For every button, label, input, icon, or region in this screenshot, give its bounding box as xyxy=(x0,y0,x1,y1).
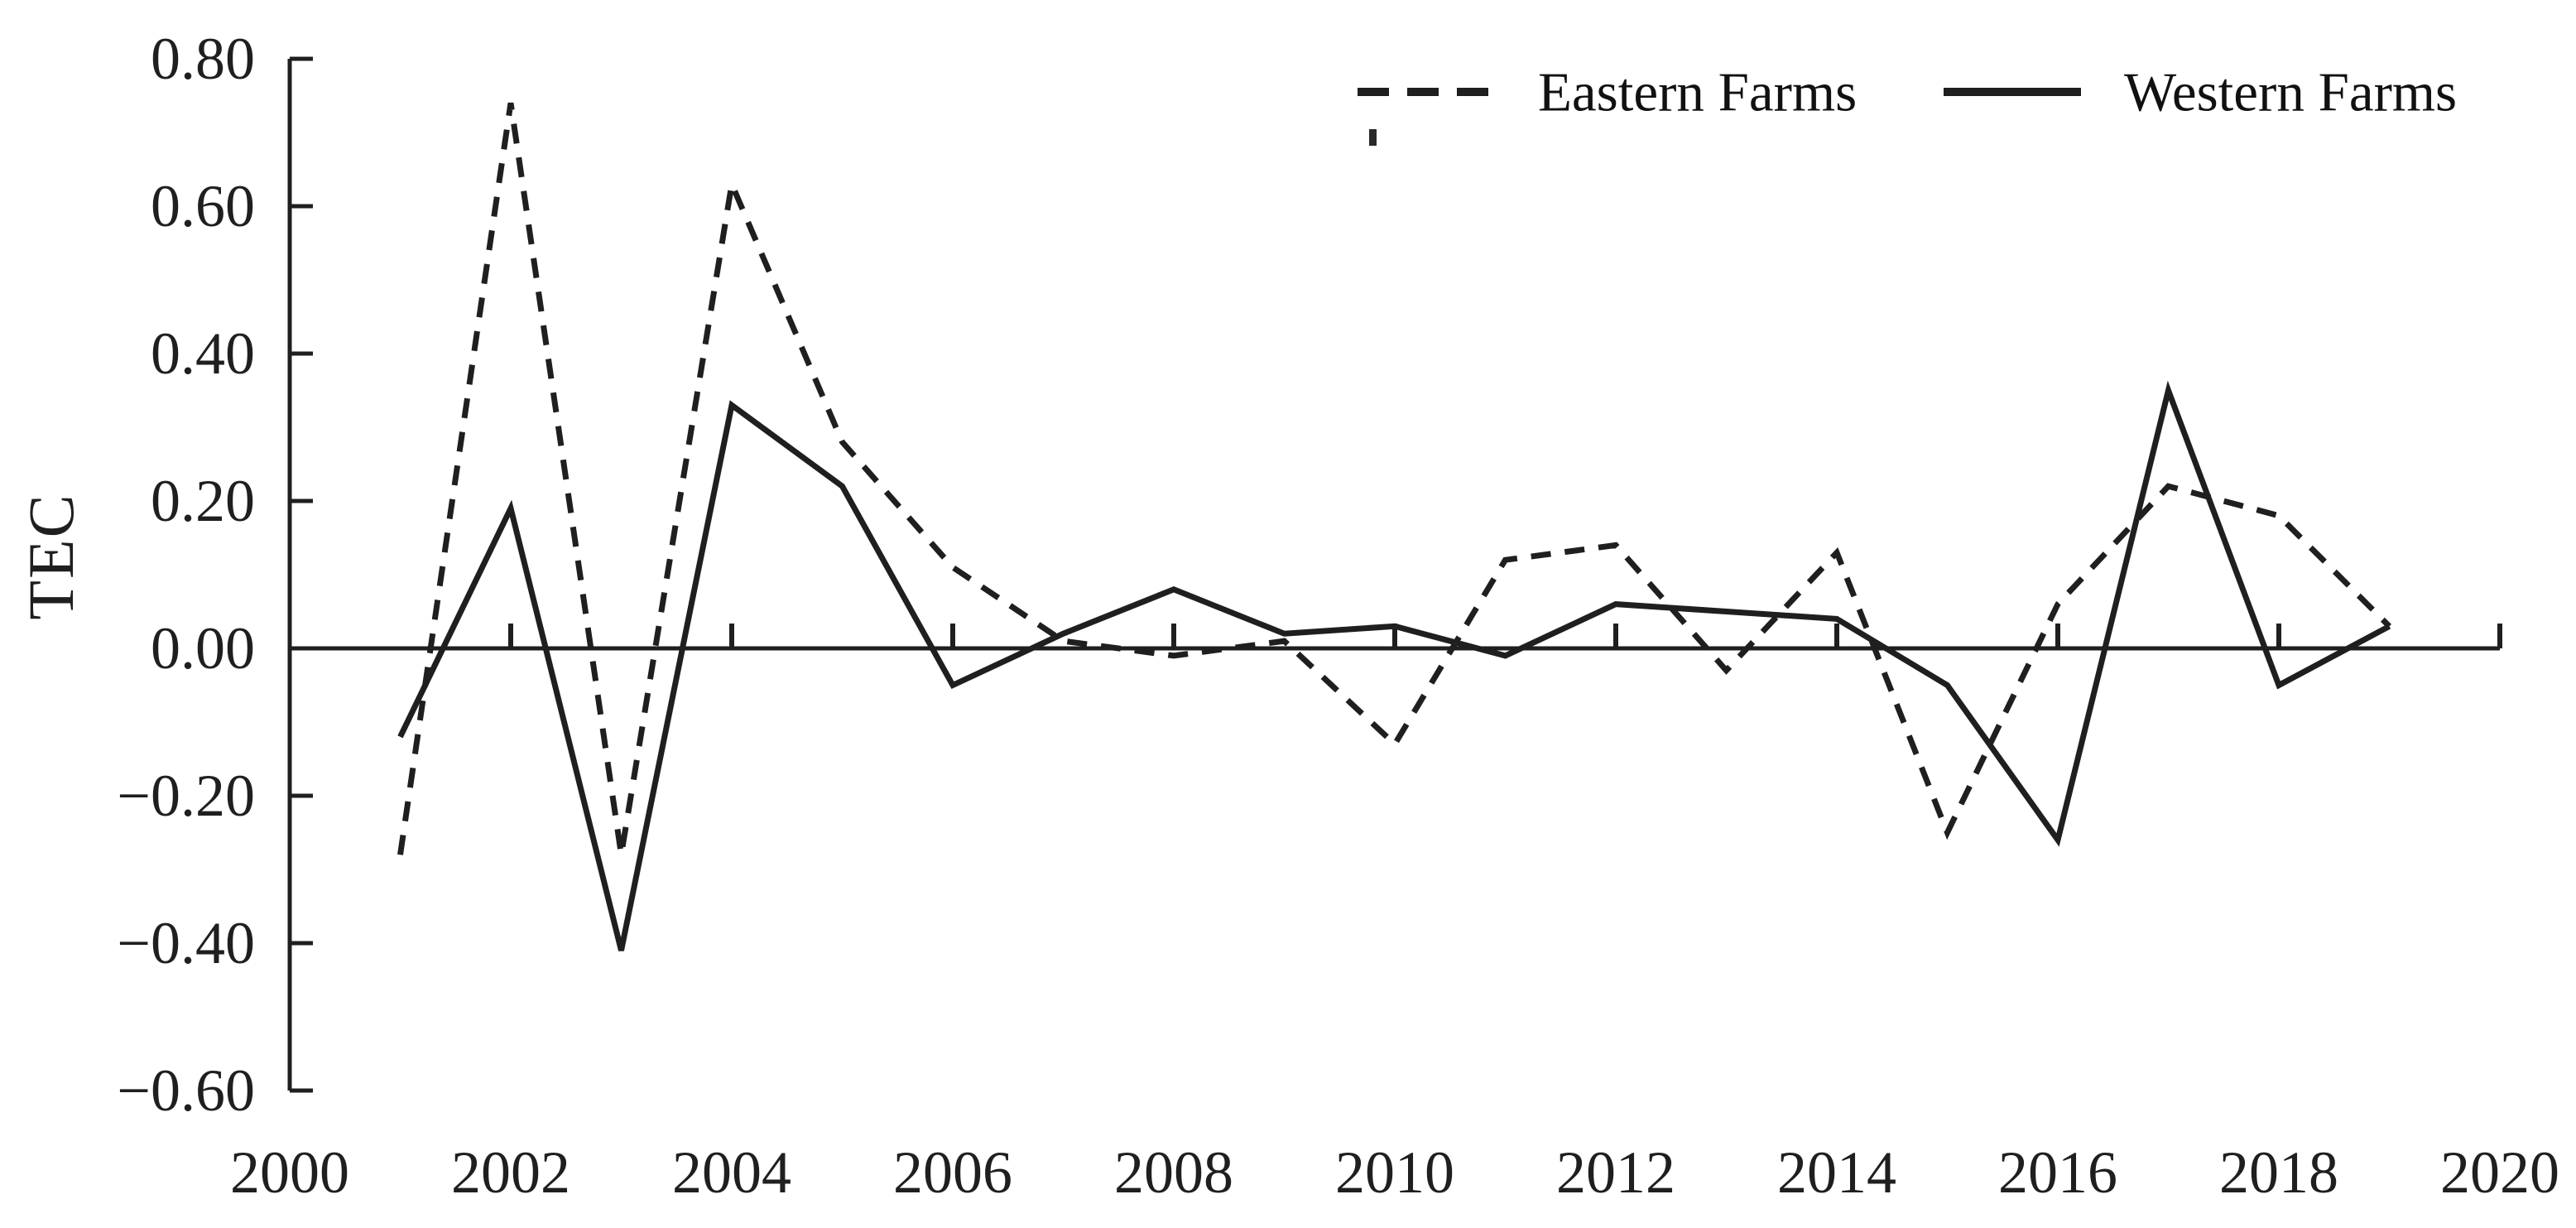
series-eastern-farms xyxy=(397,102,2391,855)
x-axis: 2000 2002 2004 2006 2008 2010 2012 2014 2016 2018… xyxy=(230,624,2559,1206)
y-tick-label: −0.40 xyxy=(117,910,255,976)
y-tick-label: 0.20 xyxy=(151,468,255,534)
x-tick-label: 2012 xyxy=(1556,1139,1675,1206)
x-tick-label: 2002 xyxy=(451,1139,570,1206)
y-tick-label: 0.40 xyxy=(151,320,255,387)
x-tick-label: 2006 xyxy=(893,1139,1012,1206)
stray-ink-dot xyxy=(1369,129,1377,146)
y-tick-label: −0.20 xyxy=(117,763,255,829)
x-tick-label: 2018 xyxy=(2219,1139,2338,1206)
legend-label-western-farms: Western Farms xyxy=(2124,61,2458,123)
y-tick-label: 0.80 xyxy=(151,26,255,92)
x-tick-label: 2008 xyxy=(1114,1139,1233,1206)
legend-dashed-line-swatch xyxy=(1358,88,1492,96)
series-western-farms xyxy=(397,380,2391,951)
legend-solid-line-swatch xyxy=(1944,88,2081,96)
x-tick-label: 2014 xyxy=(1777,1139,1896,1206)
series-line-western-farms xyxy=(397,380,2391,951)
x-tick-label: 2010 xyxy=(1335,1139,1454,1206)
y-axis: 0.80 0.60 0.40 0.20 0.00 −0.20 −0.40 −0.60 xyxy=(117,26,313,1124)
x-tick-label: 2000 xyxy=(230,1139,349,1206)
x-tick-label: 2020 xyxy=(2440,1139,2559,1206)
y-tick-label: 0.60 xyxy=(151,173,255,239)
legend-label-eastern-farms: Eastern Farms xyxy=(1538,61,1858,123)
series-line-eastern-farms xyxy=(397,102,2391,855)
y-tick-label: 0.00 xyxy=(151,615,255,681)
x-tick-label: 2004 xyxy=(672,1139,791,1206)
x-tick-label: 2016 xyxy=(1998,1139,2117,1206)
y-tick-label: −0.60 xyxy=(117,1057,255,1124)
y-axis-title: TEC xyxy=(15,493,87,620)
